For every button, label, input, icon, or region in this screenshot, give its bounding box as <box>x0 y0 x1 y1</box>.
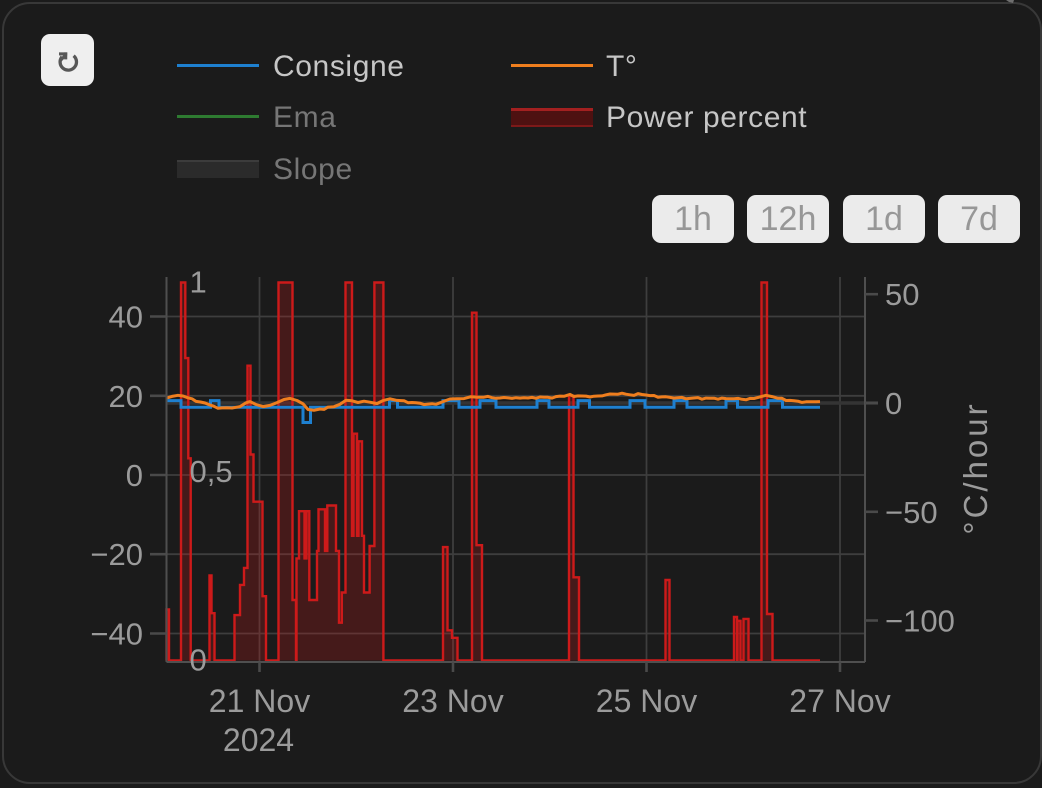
svg-text:2024: 2024 <box>223 722 294 758</box>
svg-text:27 Nov: 27 Nov <box>789 683 890 719</box>
svg-text:−100: −100 <box>885 604 955 639</box>
svg-text:°C/hour: °C/hour <box>957 401 994 534</box>
svg-text:0: 0 <box>885 386 902 421</box>
svg-text:0,5: 0,5 <box>190 454 233 489</box>
svg-text:−20: −20 <box>90 537 143 572</box>
svg-text:−40: −40 <box>90 617 143 652</box>
svg-text:−50: −50 <box>885 495 938 530</box>
svg-text:0: 0 <box>190 643 207 678</box>
svg-text:0: 0 <box>126 458 143 493</box>
svg-text:23 Nov: 23 Nov <box>402 683 503 719</box>
svg-text:21 Nov: 21 Nov <box>209 683 310 719</box>
svg-text:40: 40 <box>109 300 143 335</box>
svg-text:50: 50 <box>885 277 919 312</box>
svg-text:20: 20 <box>109 379 143 414</box>
svg-text:25 Nov: 25 Nov <box>596 683 697 719</box>
svg-text:1: 1 <box>190 265 207 300</box>
